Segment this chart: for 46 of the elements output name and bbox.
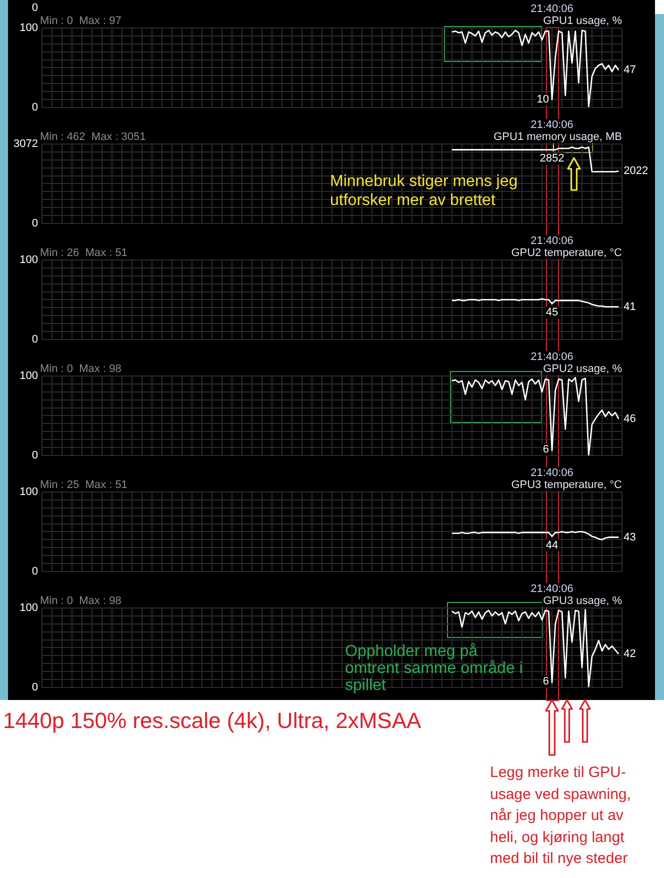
text: 21:40:06 <box>530 119 574 132</box>
chart-subtitle: Min : 462 Max : 3051 <box>40 131 146 144</box>
chart-subtitle: Min : 0 Max : 98 <box>40 595 122 608</box>
y-tick-label: 100 <box>20 22 38 34</box>
y-tick-label: 0 <box>32 565 38 578</box>
data-label: 46 <box>624 412 636 425</box>
data-label: 6 <box>542 443 549 456</box>
chart-title: GPU1 usage, % <box>543 15 622 28</box>
chart-title: GPU3 temperature, °C <box>511 479 622 492</box>
y-tick-label: 0 <box>32 449 38 462</box>
data-label: 2852 <box>540 152 564 165</box>
data-label: 42 <box>624 648 636 660</box>
data-label: 2022 <box>624 165 648 178</box>
data-label: 47 <box>624 64 636 76</box>
chart-subtitle: Min : 26 Max : 51 <box>40 247 128 260</box>
chart-title: GPU2 temperature, °C <box>511 247 622 260</box>
text: Legg merke til GPU-usage ved spawning, når jeg hopper ut av heli, og kjøring langt med bil til nye steder <box>490 763 632 869</box>
data-label: 6 <box>542 675 549 688</box>
y-tick-label: 100 <box>20 254 38 266</box>
text: 21:40:06 <box>530 583 574 596</box>
y-tick-label: 0 <box>32 217 38 230</box>
y-tick-label: 0 <box>32 101 38 114</box>
y-tick-label: 100 <box>20 602 38 614</box>
y-tick-label: 0 <box>32 333 38 346</box>
annotation: Minnebruk stiger mens jeg utforsker mer av brettet <box>330 172 519 210</box>
data-label: 41 <box>624 300 636 313</box>
chart-title: GPU1 memory usage, MB <box>494 131 622 144</box>
annotation: Oppholder meg på omtrent samme område i spillet <box>345 643 524 694</box>
chart-subtitle: Min : 25 Max : 51 <box>40 479 128 492</box>
y-tick-label: 100 <box>20 370 38 382</box>
data-label: 44 <box>546 539 558 552</box>
data-label: 10 <box>536 93 549 106</box>
chart-subtitle: Min : 0 Max : 98 <box>40 363 122 376</box>
data-label: 43 <box>624 531 636 544</box>
chart-title: GPU2 usage, % <box>543 363 622 376</box>
text: 21:40:06 <box>530 467 574 480</box>
y-tick-label: 0 <box>32 681 38 694</box>
text: 1440p 150% res.scale (4k), Ultra, 2xMSAA <box>3 707 422 735</box>
chart-title: GPU3 usage, % <box>543 595 622 608</box>
y-tick-label: 3072 <box>14 138 38 150</box>
y-tick-label: 100 <box>20 486 38 498</box>
data-label: 45 <box>546 306 558 319</box>
text: 21:40:06 <box>530 351 574 364</box>
chart-subtitle: Min : 0 Max : 97 <box>40 15 122 28</box>
text: 21:40:06 <box>530 235 574 248</box>
text: 21:40:06 <box>530 3 574 16</box>
